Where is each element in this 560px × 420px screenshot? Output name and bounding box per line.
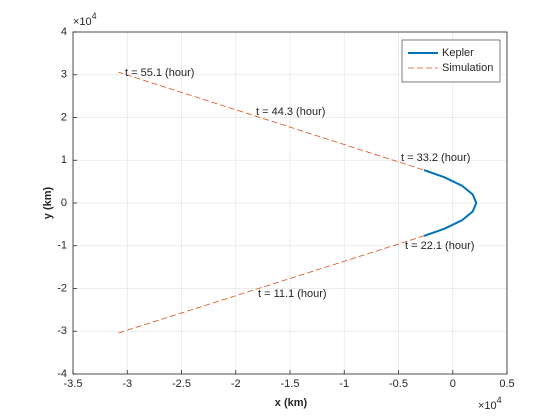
legend-label: Simulation: [442, 62, 493, 74]
x-exponent: ×104: [478, 395, 502, 412]
x-tick-label: -2.5: [172, 378, 191, 390]
y-axis-label: y (km): [42, 186, 54, 219]
y-tick-label: -1: [57, 240, 67, 252]
annotation: t = 55.1 (hour): [125, 67, 194, 79]
annotation: t = 33.2 (hour): [401, 152, 470, 164]
y-exponent: ×104: [73, 11, 97, 28]
annotation: t = 11.1 (hour): [258, 288, 327, 300]
x-axis-label: x (km): [275, 397, 308, 409]
exponent-power: 4: [92, 11, 97, 21]
x-tick-label: -2: [231, 378, 241, 390]
x-tick-label: -0.5: [389, 378, 408, 390]
y-tick-label: 0: [61, 197, 67, 209]
exponent-base: ×10: [73, 16, 92, 28]
y-tick-label: 1: [61, 154, 67, 166]
marks: [118, 71, 478, 334]
legend-label: Kepler: [442, 47, 474, 59]
x-tick-label: -3: [122, 378, 132, 390]
annotation: t = 44.3 (hour): [256, 106, 325, 118]
y-tick-label: -3: [57, 325, 67, 337]
y-tick-label: 2: [61, 111, 67, 123]
legend: Kepler Simulation: [401, 39, 501, 83]
y-tick-label: -2: [57, 282, 67, 294]
x-tick-label: 0: [450, 378, 456, 390]
y-tick-label: 3: [61, 69, 67, 81]
series-line: [423, 169, 478, 237]
x-tick-label: -3.5: [64, 378, 83, 390]
exponent-power: 4: [497, 395, 502, 405]
annotation: t = 22.1 (hour): [405, 240, 474, 252]
y-tick-label: -4: [57, 368, 67, 380]
x-tick-label: -1: [339, 378, 349, 390]
legend-box: [401, 39, 501, 83]
x-tick-label: -1.5: [281, 378, 300, 390]
x-tick-label: 0.5: [499, 378, 514, 390]
y-tick-label: 4: [61, 26, 67, 38]
exponent-base: ×10: [478, 400, 497, 412]
